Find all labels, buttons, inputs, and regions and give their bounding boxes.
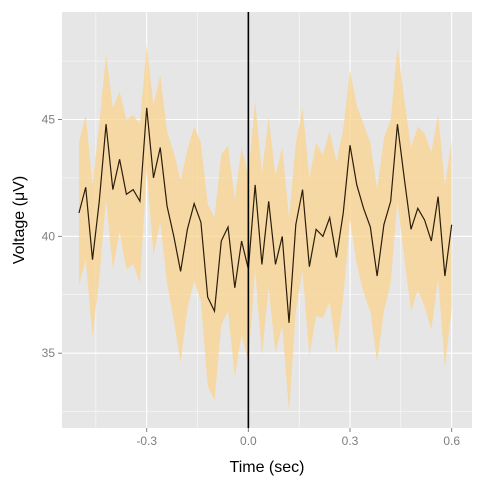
y-tick-label: 35 (42, 346, 56, 360)
y-tick-label: 40 (42, 229, 56, 243)
y-axis-ticks: 35 40 45 (42, 113, 62, 360)
x-axis-title: Time (sec) (230, 459, 305, 476)
mean-voltage-line (78, 107, 453, 323)
x-tick-label: -0.3 (136, 434, 157, 448)
y-axis-title: Voltage (μV) (11, 176, 28, 264)
x-axis-ticks: -0.3 0.0 0.3 0.6 (136, 428, 460, 448)
y-tick-label: 45 (42, 113, 56, 127)
x-tick-label: 0.0 (240, 434, 257, 448)
x-tick-label: 0.6 (443, 434, 460, 448)
x-tick-label: 0.3 (342, 434, 359, 448)
